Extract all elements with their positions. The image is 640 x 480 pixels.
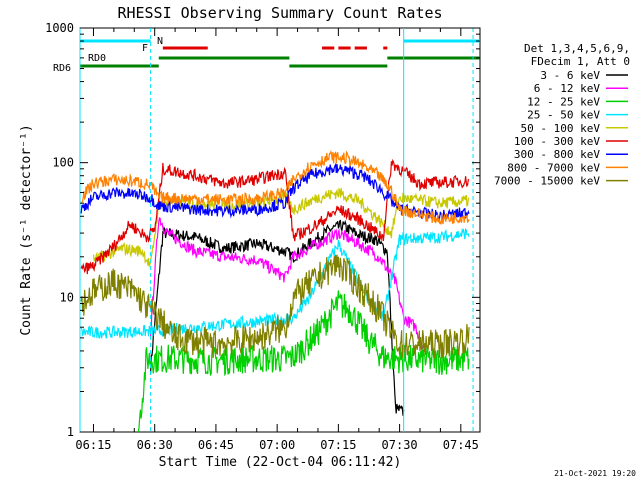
y-tick-label: 10 bbox=[60, 290, 74, 304]
x-tick-label: 06:30 bbox=[137, 438, 173, 452]
legend-label-300-800-kev: 300 - 800 keV bbox=[514, 148, 600, 161]
series-line-7000-15000-kev bbox=[80, 254, 470, 359]
x-axis-label: Start Time (22-Oct-04 06:11:42) bbox=[159, 455, 402, 470]
date-stamp: 21-Oct-2021 19:20 bbox=[554, 469, 636, 478]
series-line-12-25-kev bbox=[137, 290, 470, 433]
series-line-3-6-kev bbox=[150, 219, 405, 416]
x-tick-label: 07:30 bbox=[382, 438, 418, 452]
legend-label-7000-15000-kev: 7000 - 15000 keV bbox=[494, 175, 600, 188]
flag-label-f: F bbox=[142, 43, 148, 54]
flag-layer bbox=[79, 28, 480, 432]
series-line-100-300-kev bbox=[80, 158, 470, 275]
legend-label-3-6-kev: 3 - 6 keV bbox=[540, 69, 600, 82]
series-line-25-50-kev bbox=[80, 227, 470, 339]
flag-label-rd0: RD0 bbox=[88, 53, 106, 64]
chart-title: RHESSI Observing Summary Count Rates bbox=[117, 4, 442, 22]
legend-label-100-300-kev: 100 - 300 keV bbox=[514, 135, 600, 148]
legend-header-line-1: Det 1,3,4,5,6,9, bbox=[524, 42, 630, 55]
legend-header-line-2: FDecim 1, Att 0 bbox=[531, 55, 630, 68]
series-layer bbox=[80, 149, 470, 433]
series-line-800-7000-kev bbox=[81, 149, 470, 225]
y-axis-label: Count Rate (s⁻¹ detector⁻¹) bbox=[19, 124, 34, 335]
y-tick-label: 100 bbox=[52, 156, 74, 170]
flag-label-n: N bbox=[157, 36, 163, 47]
x-tick-label: 07:45 bbox=[443, 438, 479, 452]
y-tick-label: 1 bbox=[67, 425, 74, 439]
x-tick-label: 06:15 bbox=[75, 438, 111, 452]
axis-layer: 1 10 100 1000 06:15 06:30 06:45 07:00 07:15 07:30… bbox=[45, 21, 480, 452]
y-tick-label: 1000 bbox=[45, 21, 74, 35]
flag-labels: N F RD0 RD6 bbox=[53, 36, 163, 74]
x-tick-label: 07:15 bbox=[320, 438, 356, 452]
legend-label-6-12-kev: 6 - 12 keV bbox=[534, 82, 601, 95]
x-tick-label: 06:45 bbox=[198, 438, 234, 452]
legend-label-800-7000-kev: 800 - 7000 keV bbox=[507, 161, 600, 174]
x-tick-label: 07:00 bbox=[259, 438, 295, 452]
legend: Det 1,3,4,5,6,9, FDecim 1, Att 0 3 - 6 k… bbox=[494, 42, 630, 188]
series-line-6-12-kev bbox=[150, 217, 425, 350]
legend-label-12-25-kev: 12 - 25 keV bbox=[527, 95, 600, 108]
flag-label-rd6: RD6 bbox=[53, 63, 71, 74]
legend-label-25-50-kev: 25 - 50 keV bbox=[527, 109, 600, 122]
legend-label-50-100-kev: 50 - 100 keV bbox=[521, 122, 601, 135]
